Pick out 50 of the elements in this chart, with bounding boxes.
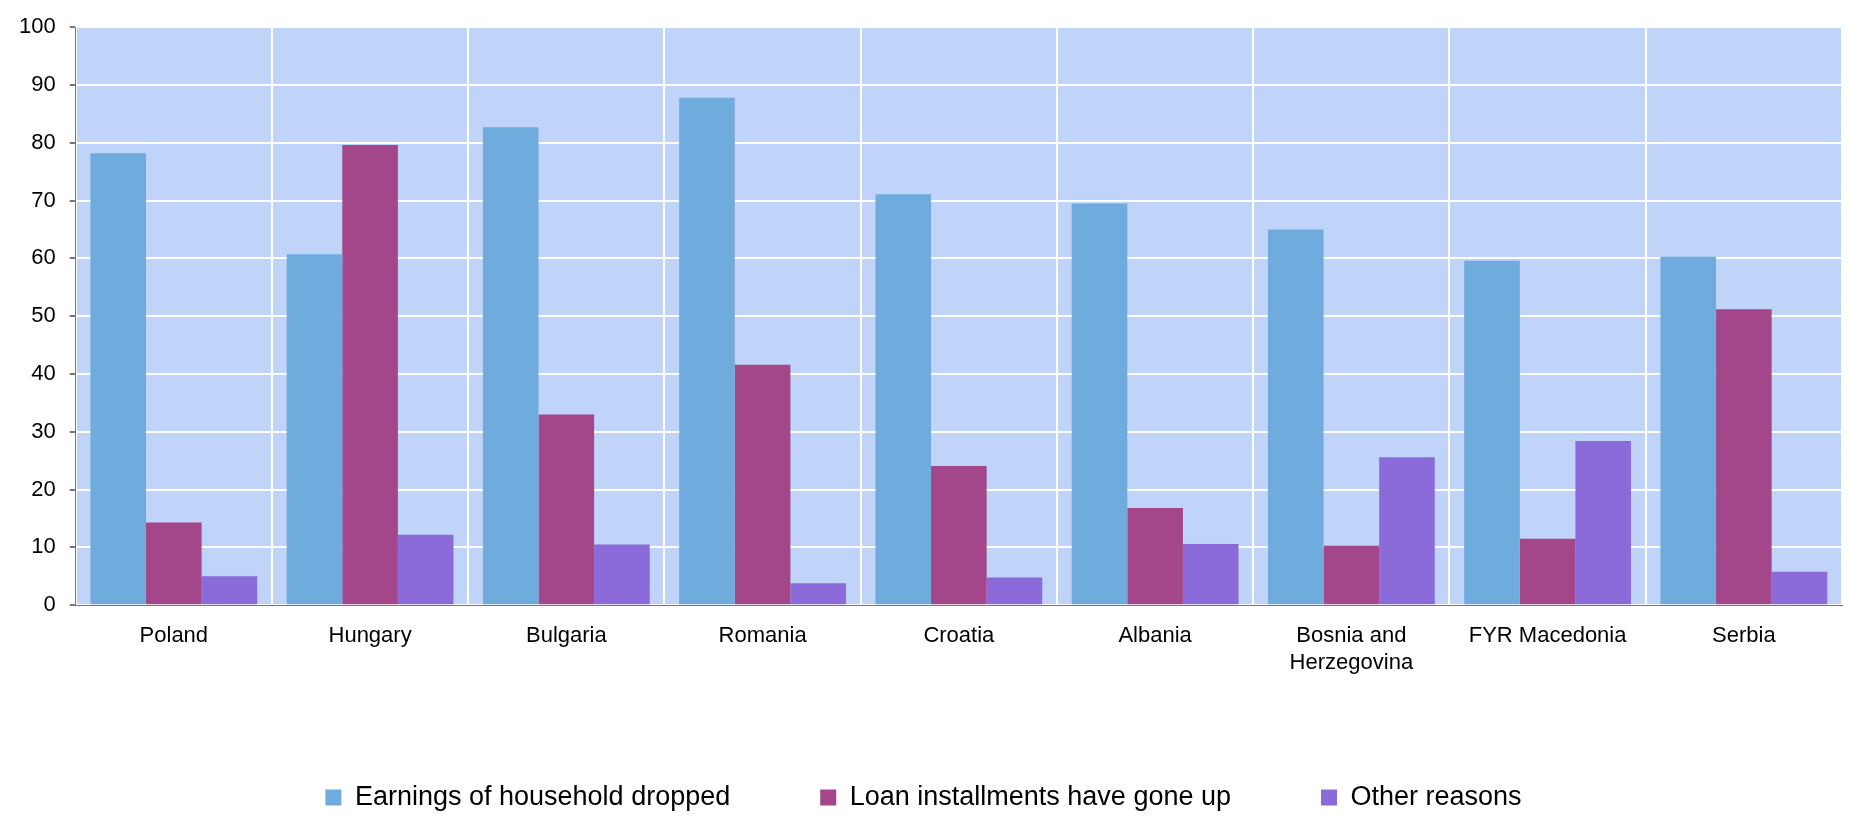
bar <box>1716 309 1772 605</box>
x-tick-label: Romania <box>718 622 808 648</box>
y-tick-label: 40 <box>31 360 56 386</box>
bar <box>1660 256 1717 605</box>
y-tick-label: 70 <box>31 186 56 212</box>
y-tick-label: 50 <box>31 302 56 328</box>
x-tick-label: Bulgaria <box>525 622 608 648</box>
bar <box>986 577 1043 605</box>
y-tick-label: 20 <box>31 475 56 501</box>
bar <box>790 583 847 605</box>
bar <box>1519 538 1576 605</box>
legend-label: Earnings of household dropped <box>354 780 731 811</box>
bar <box>397 534 454 605</box>
x-tick-label: Hungary <box>328 622 412 648</box>
bar <box>734 364 791 605</box>
bar <box>1464 260 1520 605</box>
x-tick-label: Bosnia and Herzegovina <box>1289 622 1414 674</box>
bar <box>286 254 343 605</box>
y-tick-label: 100 <box>18 13 56 39</box>
bar <box>1379 457 1435 605</box>
bar <box>1267 229 1324 605</box>
bar <box>1182 543 1239 605</box>
bar <box>90 153 147 605</box>
bar <box>482 127 539 605</box>
bar <box>146 522 202 605</box>
bar <box>1323 545 1380 605</box>
bar <box>1771 571 1828 605</box>
y-tick-label: 10 <box>31 533 56 559</box>
bar <box>1127 508 1183 605</box>
x-tick-label: Albania <box>1118 622 1193 648</box>
y-tick-label: 90 <box>31 71 56 97</box>
legend-label: Other reasons <box>1350 780 1522 811</box>
bar <box>931 465 987 605</box>
y-tick-label: 30 <box>31 417 56 443</box>
y-tick-label: 0 <box>43 591 56 617</box>
x-tick-label: FYR Macedonia <box>1468 622 1628 648</box>
bar <box>342 145 398 605</box>
bar <box>875 194 932 605</box>
bar <box>538 414 595 605</box>
y-tick-label: 80 <box>31 128 56 154</box>
bar <box>1071 203 1128 605</box>
bar <box>679 97 735 605</box>
y-tick-label: 60 <box>31 244 56 270</box>
x-tick-label: Serbia <box>1712 622 1777 648</box>
x-tick-label: Poland <box>139 622 209 648</box>
bar <box>594 544 650 605</box>
x-tick-label: Croatia <box>923 622 996 648</box>
bar <box>201 576 258 605</box>
legend-label: Loan installments have gone up <box>849 780 1231 811</box>
bar <box>1575 441 1632 605</box>
